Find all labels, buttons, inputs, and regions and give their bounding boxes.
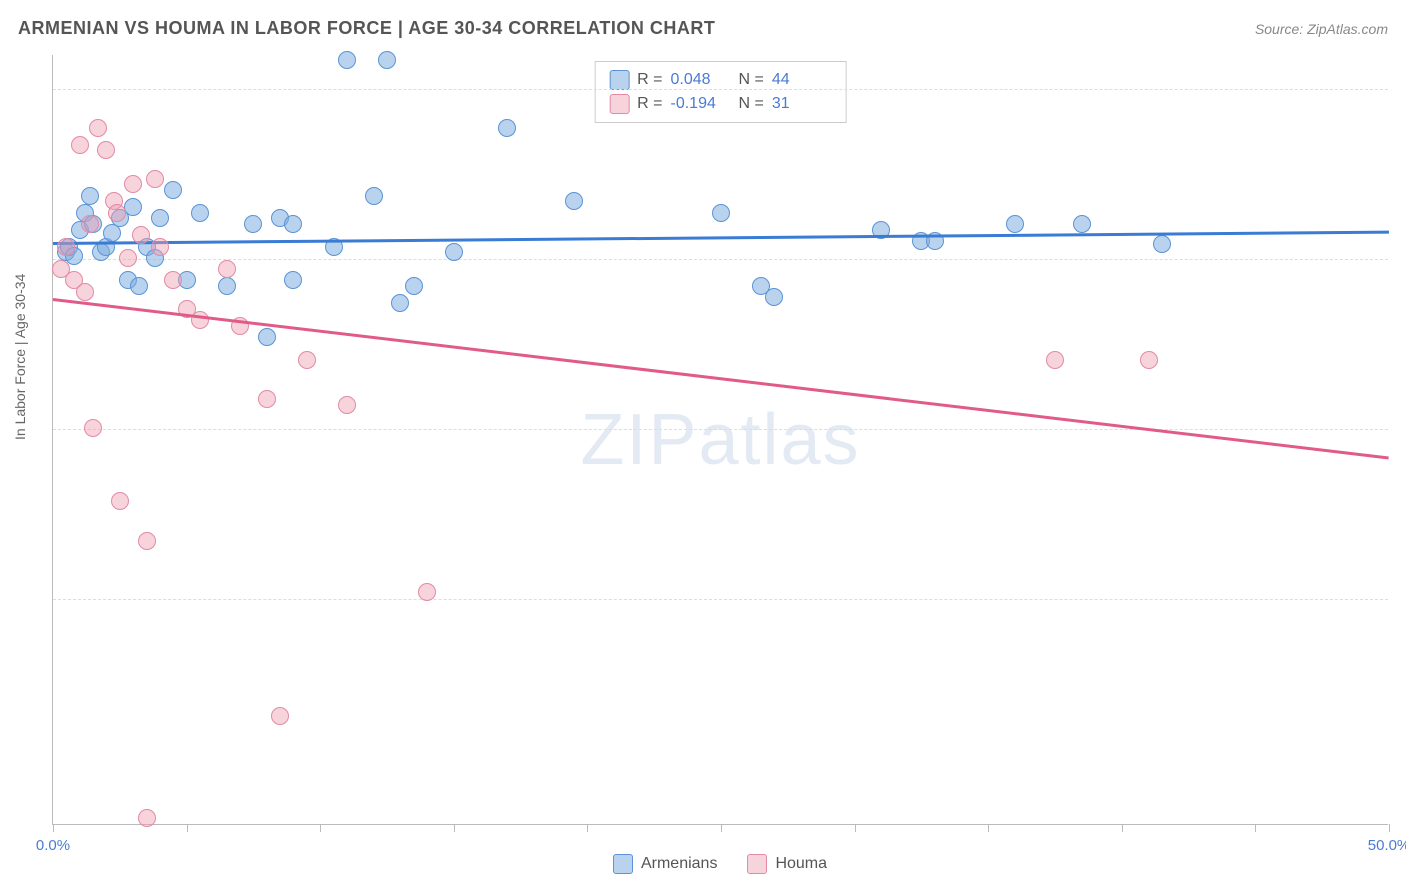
r-value: 0.048: [671, 71, 731, 89]
series-name: Houma: [775, 855, 827, 873]
scatter-point: [284, 215, 302, 233]
x-tick: [587, 824, 588, 832]
scatter-point: [218, 277, 236, 295]
series-legend: Armenians Houma: [52, 854, 1388, 874]
scatter-point: [119, 249, 137, 267]
scatter-point: [258, 390, 276, 408]
scatter-point: [151, 209, 169, 227]
scatter-point: [271, 707, 289, 725]
n-value: 44: [772, 71, 832, 89]
scatter-point: [81, 215, 99, 233]
legend-row: R = -0.194 N = 31: [609, 92, 832, 116]
scatter-point: [164, 271, 182, 289]
scatter-point: [164, 181, 182, 199]
y-axis-label: In Labor Force | Age 30-34: [12, 274, 28, 440]
chart-source: Source: ZipAtlas.com: [1255, 21, 1388, 37]
scatter-point: [124, 198, 142, 216]
x-tick-label: 0.0%: [36, 837, 70, 854]
scatter-point: [132, 226, 150, 244]
scatter-point: [498, 119, 516, 137]
scatter-point: [89, 119, 107, 137]
scatter-point: [365, 187, 383, 205]
scatter-point: [84, 419, 102, 437]
n-label: N =: [739, 71, 764, 89]
legend-swatch: [613, 854, 633, 874]
scatter-point: [1006, 215, 1024, 233]
x-tick: [454, 824, 455, 832]
scatter-point: [391, 294, 409, 312]
scatter-point: [138, 532, 156, 550]
scatter-point: [405, 277, 423, 295]
n-label: N =: [739, 95, 764, 113]
scatter-point: [244, 215, 262, 233]
x-tick: [1255, 824, 1256, 832]
scatter-point: [130, 277, 148, 295]
scatter-point: [218, 260, 236, 278]
gridline: [53, 429, 1388, 430]
scatter-point: [138, 809, 156, 827]
scatter-point: [765, 288, 783, 306]
scatter-point: [124, 175, 142, 193]
legend-swatch: [747, 854, 767, 874]
scatter-point: [712, 204, 730, 222]
y-tick-label: 85.0%: [1398, 250, 1406, 267]
gridline: [53, 259, 1388, 260]
scatter-point: [81, 187, 99, 205]
scatter-point: [57, 238, 75, 256]
y-tick-label: 100.0%: [1398, 80, 1406, 97]
scatter-point: [338, 396, 356, 414]
scatter-point: [258, 328, 276, 346]
series-name: Armenians: [641, 855, 717, 873]
scatter-point: [378, 51, 396, 69]
x-tick: [1389, 824, 1390, 832]
scatter-point: [76, 283, 94, 301]
scatter-point: [146, 170, 164, 188]
chart-plot-area: ZIPatlas R =0.048N =44R =-0.194N =31 100…: [52, 55, 1388, 825]
x-tick: [53, 824, 54, 832]
gridline: [53, 89, 1388, 90]
legend-swatch: [609, 70, 629, 90]
r-label: R =: [637, 71, 662, 89]
y-tick-label: 70.0%: [1398, 420, 1406, 437]
scatter-point: [284, 271, 302, 289]
gridline: [53, 599, 1388, 600]
n-value: 31: [772, 95, 832, 113]
r-value: -0.194: [671, 95, 731, 113]
series-legend-item: Armenians: [613, 854, 717, 874]
correlation-legend: R = 0.048 N = 44 R = -0.194 N = 31: [594, 61, 847, 123]
x-tick: [320, 824, 321, 832]
x-tick-label: 50.0%: [1368, 837, 1406, 854]
x-tick: [988, 824, 989, 832]
scatter-point: [298, 351, 316, 369]
scatter-point: [418, 583, 436, 601]
x-tick: [855, 824, 856, 832]
x-tick: [187, 824, 188, 832]
scatter-point: [1073, 215, 1091, 233]
legend-swatch: [609, 94, 629, 114]
r-label: R =: [637, 95, 662, 113]
scatter-point: [1153, 235, 1171, 253]
scatter-point: [151, 238, 169, 256]
y-tick-label: 55.0%: [1398, 590, 1406, 607]
chart-header: ARMENIAN VS HOUMA IN LABOR FORCE | AGE 3…: [18, 18, 1388, 39]
scatter-point: [338, 51, 356, 69]
scatter-point: [111, 492, 129, 510]
scatter-point: [97, 141, 115, 159]
scatter-point: [1140, 351, 1158, 369]
scatter-point: [445, 243, 463, 261]
chart-title: ARMENIAN VS HOUMA IN LABOR FORCE | AGE 3…: [18, 18, 715, 39]
scatter-point: [71, 136, 89, 154]
scatter-point: [108, 204, 126, 222]
watermark: ZIPatlas: [580, 399, 860, 481]
scatter-point: [191, 204, 209, 222]
series-legend-item: Houma: [747, 854, 827, 874]
trend-line: [53, 298, 1389, 459]
x-tick: [721, 824, 722, 832]
scatter-point: [565, 192, 583, 210]
x-tick: [1122, 824, 1123, 832]
scatter-point: [1046, 351, 1064, 369]
